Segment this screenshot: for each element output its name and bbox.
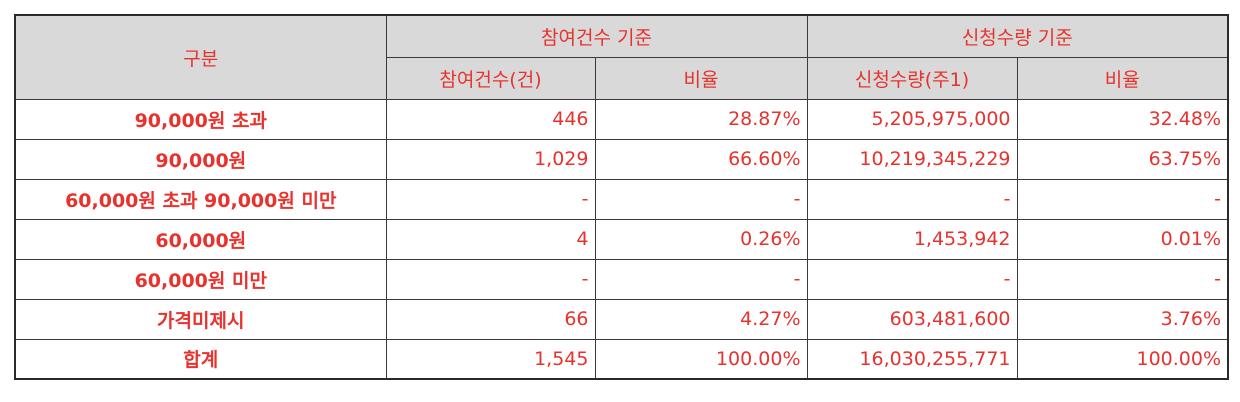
participation-count-cell: 446	[385, 98, 596, 140]
participation-count-cell: 1,545	[385, 338, 596, 380]
table-row: 60,000원 초과 90,000원 미만 - - - -	[14, 178, 1229, 220]
header-row-sub: 참여건수(건) 비율 신청수량(주1) 비율	[15, 56, 1229, 100]
row-label: 90,000원 초과	[14, 98, 387, 140]
row-label: 60,000원 초과 90,000원 미만	[14, 178, 387, 220]
row-label: 합계	[14, 338, 387, 380]
quantity-ratio-cell: 3.76%	[1016, 298, 1229, 340]
participation-count-cell: 4	[385, 218, 596, 260]
header-participation-ratio: 비율	[594, 56, 808, 100]
quantity-ratio-cell: 63.75%	[1016, 138, 1229, 180]
participation-ratio-cell: 0.26%	[594, 218, 808, 260]
header-category: 구분	[14, 14, 387, 100]
row-label: 가격미제시	[14, 298, 387, 340]
participation-ratio-cell: -	[594, 258, 808, 300]
quantity-ratio-cell: 100.00%	[1016, 338, 1229, 380]
table-row: 가격미제시 66 4.27% 603,481,600 3.76%	[14, 298, 1229, 340]
table-row: 90,000원 1,029 66.60% 10,219,345,229 63.7…	[14, 138, 1229, 180]
row-label: 90,000원	[14, 138, 387, 180]
participation-count-cell: 66	[385, 298, 596, 340]
quantity-ratio-cell: -	[1016, 178, 1229, 220]
participation-ratio-cell: 28.87%	[594, 98, 808, 140]
demand-forecast-table: 구분 참여건수 기준 신청수량 기준 참여건수(건) 비율 신청수량(주1) 비…	[14, 14, 1230, 380]
header-row-groups: 구분 참여건수 기준 신청수량 기준	[14, 14, 1229, 100]
participation-ratio-cell: 100.00%	[594, 338, 808, 380]
quantity-count-cell: 1,453,942	[806, 218, 1018, 260]
row-label: 60,000원	[14, 218, 387, 260]
participation-count-cell: 1,029	[385, 138, 596, 180]
participation-count-cell: -	[385, 258, 596, 300]
quantity-count-cell: 5,205,975,000	[806, 98, 1018, 140]
table-row-total: 합계 1,545 100.00% 16,030,255,771 100.00%	[14, 338, 1229, 380]
header-quantity-group: 신청수량 기준	[806, 14, 1229, 58]
header-participation-group: 참여건수 기준	[385, 14, 808, 58]
quantity-count-cell: 10,219,345,229	[806, 138, 1018, 180]
header-quantity-ratio: 비율	[1016, 56, 1229, 100]
quantity-ratio-cell: -	[1016, 258, 1229, 300]
participation-ratio-cell: 66.60%	[594, 138, 808, 180]
table-row: 60,000원 미만 - - - -	[14, 258, 1229, 300]
table-row: 60,000원 4 0.26% 1,453,942 0.01%	[14, 218, 1229, 260]
quantity-count-cell: 16,030,255,771	[806, 338, 1018, 380]
table-row: 90,000원 초과 446 28.87% 5,205,975,000 32.4…	[14, 98, 1229, 140]
quantity-count-cell: -	[806, 258, 1018, 300]
participation-ratio-cell: 4.27%	[594, 298, 808, 340]
quantity-count-cell: -	[806, 178, 1018, 220]
quantity-count-cell: 603,481,600	[806, 298, 1018, 340]
participation-count-cell: -	[385, 178, 596, 220]
participation-ratio-cell: -	[594, 178, 808, 220]
header-quantity-count: 신청수량(주1)	[806, 56, 1018, 100]
row-label: 60,000원 미만	[14, 258, 387, 300]
header-participation-count: 참여건수(건)	[385, 56, 596, 100]
quantity-ratio-cell: 0.01%	[1016, 218, 1229, 260]
quantity-ratio-cell: 32.48%	[1016, 98, 1229, 140]
